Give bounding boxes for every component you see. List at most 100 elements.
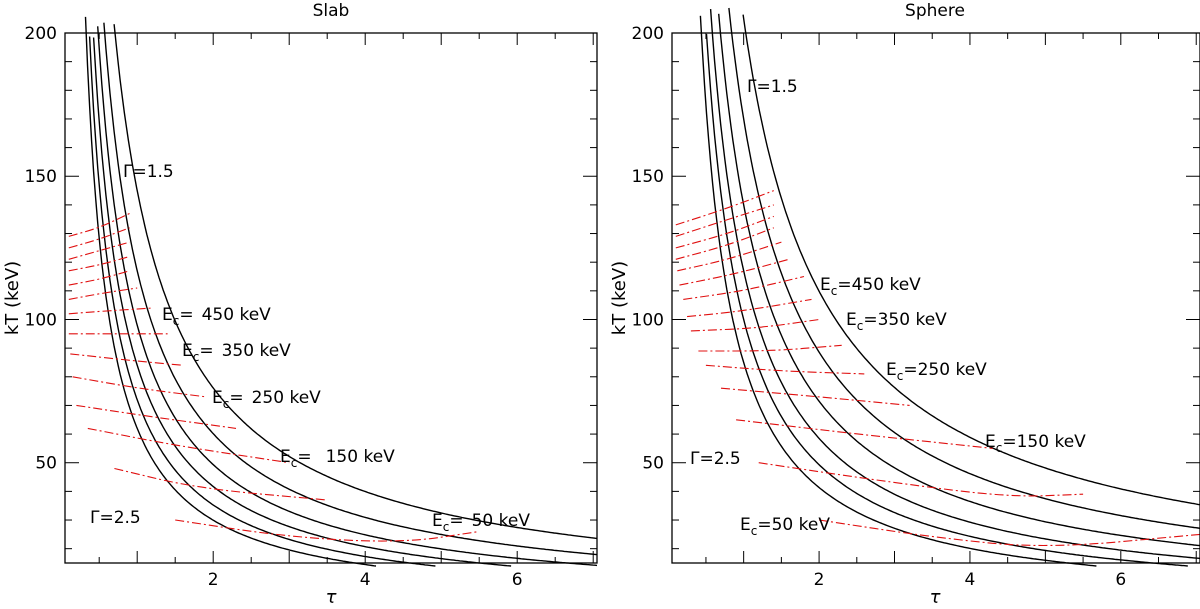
sphere-ec-label-350-e: E xyxy=(846,310,857,330)
slab-ec-label-150-value: 150 keV xyxy=(326,447,396,467)
slab-panel: Slab τ kT (keV) 2 4 6 50 100 150 200 Γ=1.5 Γ=2… xyxy=(2,1,598,608)
sphere-gamma-bottom-label: Γ=2.5 xyxy=(690,449,741,469)
slab-ec-curve-0 xyxy=(175,519,480,542)
slab-plot-frame xyxy=(64,32,598,564)
slab-ylabel: kT (keV) xyxy=(2,261,23,335)
slab-gamma-curve-4 xyxy=(88,36,436,567)
sphere-gamma-curve-0 xyxy=(742,14,1200,506)
slab-ec-label-50-e: E xyxy=(432,511,443,531)
slab-ec-curve-8 xyxy=(68,287,138,300)
slab-ec-label-150-sub: c xyxy=(291,456,298,470)
sphere-ec-curve-1 xyxy=(758,462,1084,497)
sphere-ec-label-250-sub: c xyxy=(897,369,904,383)
slab-ec-curve-7 xyxy=(68,307,153,315)
slab-gamma-top-label: Γ=1.5 xyxy=(123,162,174,182)
sphere-ec-label-50-eq: = xyxy=(757,515,771,535)
slab-ec-label-150: Ec= 150 keV xyxy=(280,447,395,470)
sphere-ec-label-50-value: 50 keV xyxy=(772,515,831,535)
sphere-gamma-top-label: Γ=1.5 xyxy=(747,77,798,97)
slab-ec-label-450-e: E xyxy=(162,305,173,325)
slab-ec-label-250-sub: c xyxy=(223,397,230,411)
svg-text:Ec=150 keV: Ec=150 keV xyxy=(985,432,1086,455)
sphere-ec-curve-14 xyxy=(675,190,774,226)
sphere-ec-label-450-value: 450 keV xyxy=(852,275,922,295)
slab-xtick-label-2: 2 xyxy=(208,570,219,590)
slab-gamma-curve-3 xyxy=(92,37,512,567)
slab-ec-label-250-value: 250 keV xyxy=(252,388,322,408)
slab-gamma-bottom-label: Γ=2.5 xyxy=(90,508,141,528)
slab-ytick-label-50: 50 xyxy=(35,454,57,474)
slab-ec-label-50-eq: = xyxy=(449,511,463,531)
slab-gamma-curves xyxy=(84,16,598,567)
svg-text:Ec=450 keV: Ec=450 keV xyxy=(820,275,921,298)
sphere-ec-curve-4 xyxy=(705,364,865,375)
slab-xtick-label-4: 4 xyxy=(360,570,371,590)
slab-gamma-curve-2 xyxy=(97,26,598,567)
slab-ec-curve-12 xyxy=(68,227,130,249)
sphere-gamma-curve-1 xyxy=(728,7,1200,529)
sphere-ec-label-350: Ec=350 keV xyxy=(846,310,947,333)
slab-ec-curve-9 xyxy=(68,270,130,286)
slab-ec-curve-4 xyxy=(72,376,206,398)
sphere-ec-curve-0 xyxy=(819,519,1200,547)
slab-ec-label-350-e: E xyxy=(182,341,193,361)
svg-text:Ec=350 keV: Ec=350 keV xyxy=(846,310,947,333)
sphere-ec-label-350-sub: c xyxy=(857,319,864,333)
sphere-xlabel: τ xyxy=(930,587,941,608)
sphere-ec-label-450-sub: c xyxy=(831,284,838,298)
sphere-ec-curves xyxy=(675,190,1200,547)
sphere-ec-label-450-e: E xyxy=(820,275,831,295)
svg-text:Ec=50 keV: Ec= 50 keV xyxy=(432,511,530,534)
sphere-ec-label-150-sub: c xyxy=(996,441,1003,455)
sphere-ec-label-250-value: 250 keV xyxy=(918,360,988,380)
slab-ytick-label-150: 150 xyxy=(25,167,57,187)
sphere-xtick-label-4: 4 xyxy=(965,570,976,590)
sphere-ticks: 2 4 6 50 100 150 200 xyxy=(632,24,1200,590)
sphere-ec-label-250-eq: = xyxy=(903,360,917,380)
slab-ec-curve-5 xyxy=(70,353,183,366)
sphere-ec-label-350-eq: = xyxy=(863,310,877,330)
slab-ec-curve-1 xyxy=(114,467,328,501)
slab-ec-curve-2 xyxy=(87,427,290,464)
sphere-ec-label-250: Ec=250 keV xyxy=(886,360,987,383)
sphere-xtick-label-6: 6 xyxy=(1115,570,1126,590)
slab-ec-label-250: Ec= 250 keV xyxy=(212,388,321,411)
sphere-xtick-label-2: 2 xyxy=(814,570,825,590)
sphere-ec-curve-8 xyxy=(683,275,805,300)
slab-ec-curve-11 xyxy=(68,241,130,260)
sphere-ec-label-50-e: E xyxy=(740,515,751,535)
svg-text:Ec=250 keV: Ec=250 keV xyxy=(886,360,987,383)
slab-ec-label-50: Ec= 50 keV xyxy=(432,511,530,534)
svg-text:Ec=350 keV: Ec=350 keV xyxy=(182,341,291,364)
sphere-plot-frame xyxy=(671,32,1200,564)
slab-ec-curve-3 xyxy=(76,404,237,429)
sphere-ec-label-50-sub: c xyxy=(751,524,758,538)
slab-ec-label-350-eq: = xyxy=(199,341,213,361)
slab-title: Slab xyxy=(313,1,350,21)
slab-ticks: 2 4 6 50 100 150 200 xyxy=(25,24,597,590)
sphere-ec-label-450-eq: = xyxy=(837,275,851,295)
slab-ytick-label-100: 100 xyxy=(25,310,57,330)
sphere-ec-curve-13 xyxy=(675,204,774,237)
slab-ec-curve-10 xyxy=(68,255,130,272)
sphere-ec-curve-12 xyxy=(675,215,774,249)
sphere-ytick-label-200: 200 xyxy=(632,24,664,44)
sphere-ec-label-50: Ec=50 keV xyxy=(740,515,830,538)
slab-ec-label-450: Ec= 450 keV xyxy=(162,305,271,328)
svg-text:Ec=450 keV: Ec=450 keV xyxy=(162,305,271,328)
slab-ec-label-250-e: E xyxy=(212,388,223,408)
slab-gamma-curve-0 xyxy=(113,24,598,540)
slab-xlabel: τ xyxy=(326,587,337,608)
sphere-gamma-curves xyxy=(699,7,1200,567)
slab-ec-label-350: Ec= 350 keV xyxy=(182,341,291,364)
sphere-ec-curve-11 xyxy=(675,227,774,260)
slab-ec-label-350-sub: c xyxy=(193,350,200,364)
sphere-ytick-label-150: 150 xyxy=(632,167,664,187)
sphere-ec-curve-6 xyxy=(690,318,820,332)
sphere-ec-label-150-value: 150 keV xyxy=(1017,432,1087,452)
sphere-gamma-curve-5 xyxy=(699,15,1097,567)
sphere-ec-label-450: Ec=450 keV xyxy=(820,275,921,298)
sphere-ec-curve-3 xyxy=(720,387,910,406)
sphere-gamma-curve-3 xyxy=(709,9,1200,560)
